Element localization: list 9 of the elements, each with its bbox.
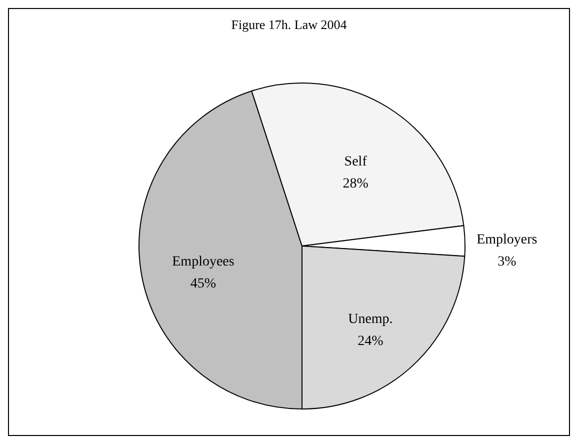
data-label: 28% <box>342 176 369 192</box>
data-label: 3% <box>498 254 517 270</box>
slice-label: Self <box>344 154 368 170</box>
slice-label: Unemp. <box>348 312 393 327</box>
data-label: 24% <box>358 334 384 349</box>
data-label: 45% <box>190 276 216 292</box>
chart-title: Figure 17h. Law 2004 <box>231 17 348 32</box>
slice-label: Employees <box>172 254 234 270</box>
slice-label: Employers <box>476 232 538 248</box>
